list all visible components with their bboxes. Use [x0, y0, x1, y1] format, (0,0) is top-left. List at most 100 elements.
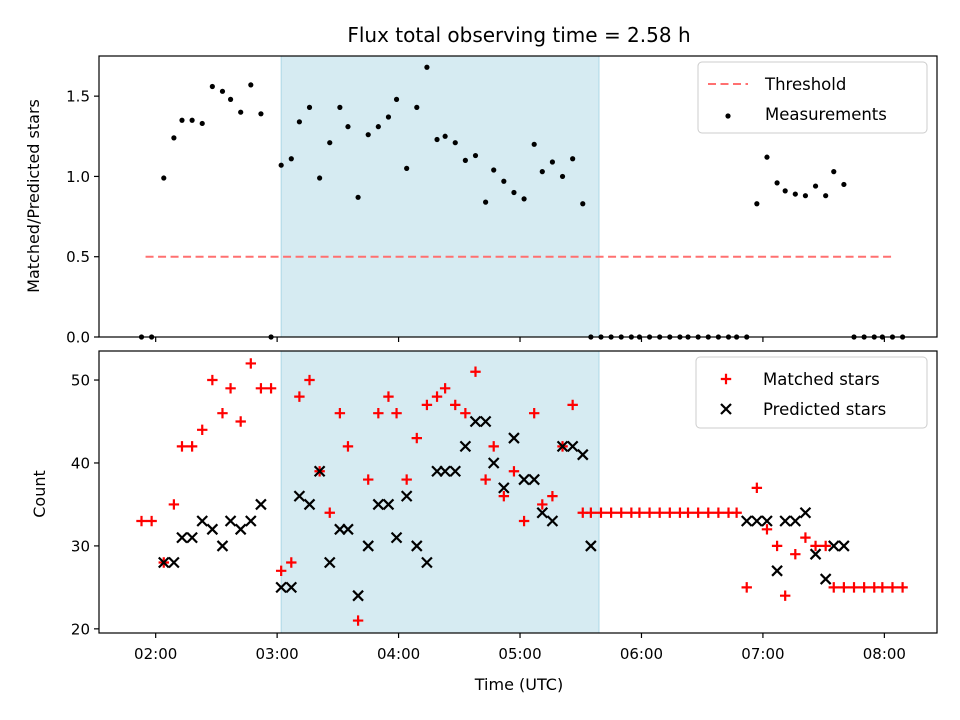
predicted-star-point: [459, 440, 472, 453]
matched-star-point: [373, 408, 384, 419]
top-panel: 0.0 0.5 1.0 1.5: [66, 55, 938, 347]
matched-star-point: [197, 424, 208, 435]
matched-star-point: [146, 515, 157, 527]
predicted-star-point: [546, 515, 559, 527]
measurement-point: [812, 183, 819, 189]
matched-star-point: [820, 540, 831, 552]
measurement-point: [782, 188, 788, 194]
matched-star-point: [176, 441, 188, 452]
matched-star-point: [439, 383, 451, 394]
predicted-star-point: [498, 482, 510, 494]
predicted-star-point: [536, 506, 549, 519]
matched-star-point: [692, 507, 704, 518]
measurement-point: [501, 178, 507, 184]
predicted-star-point: [779, 515, 791, 527]
bottom-x-tick-label: 03:00: [256, 645, 299, 663]
predicted-star-point: [303, 498, 316, 511]
measurement-point: [531, 141, 537, 147]
predicted-star-point: [400, 490, 413, 502]
matched-star-point: [828, 582, 839, 593]
matched-star-point: [897, 582, 908, 593]
matched-star-point: [616, 507, 627, 518]
matched-star-point: [731, 507, 742, 518]
measurement-point: [521, 196, 527, 202]
top-y-axis-label: Matched/Predicted stars: [24, 99, 43, 293]
matched-star-point: [713, 507, 724, 518]
measurement-point: [424, 64, 430, 70]
top-y-tick-label: 1.0: [66, 168, 90, 186]
top-legend: Threshold Measurements: [697, 61, 928, 134]
matched-star-point: [245, 358, 257, 369]
measurement-point: [511, 189, 517, 196]
matched-star-point: [235, 416, 246, 427]
predicted-star-point: [234, 523, 247, 536]
matched-star-point: [470, 366, 481, 377]
predicted-star-point: [576, 448, 589, 461]
predicted-star-point: [827, 540, 840, 552]
chart-title: Flux total observing time = 2.58 h: [347, 23, 690, 47]
measurement-point: [288, 156, 294, 162]
matched-star-point: [401, 474, 412, 485]
measurement-point: [434, 136, 440, 143]
measurement-point: [774, 180, 780, 186]
measurement-point: [442, 133, 448, 139]
measurement-point: [764, 154, 770, 160]
measurement-point: [841, 181, 847, 188]
measurement-point: [258, 111, 264, 117]
predicted-star-point: [323, 556, 336, 569]
matched-star-point: [498, 490, 510, 502]
measurement-point: [238, 109, 244, 115]
predicted-star-point: [157, 556, 170, 569]
bottom-legend-box: [695, 356, 928, 429]
predicted-star-point: [206, 523, 219, 536]
measurement-point: [539, 169, 545, 175]
measurement-point: [375, 124, 381, 130]
predicted-star-point: [566, 440, 579, 453]
matched-star-point: [324, 507, 335, 518]
matched-star-point: [207, 374, 218, 386]
bottom-y-tick-label: 30: [71, 537, 90, 555]
bottom-axes-frame: [98, 350, 938, 634]
legend-predicted-swatch: [720, 403, 732, 415]
matched-star-point: [605, 507, 617, 518]
matched-star-point: [741, 582, 752, 593]
matched-star-point: [790, 549, 801, 560]
measurement-point: [306, 104, 313, 110]
predicted-star-point: [799, 506, 812, 519]
legend-matched-swatch: [720, 373, 732, 385]
measurement-point: [491, 167, 497, 173]
predicted-star-point: [216, 540, 229, 552]
measurement-point: [802, 193, 809, 199]
measurement-point: [462, 157, 468, 163]
matched-star-point: [136, 515, 147, 527]
predicted-star-point: [372, 498, 385, 511]
matched-star-point: [421, 399, 433, 411]
matched-star-point: [810, 540, 821, 552]
top-legend-label: Threshold: [764, 75, 846, 94]
measurement-point: [414, 104, 420, 110]
matched-star-point: [217, 408, 228, 419]
measurement-point: [393, 96, 400, 102]
bottom-legend-label: Matched stars: [763, 370, 880, 389]
matched-star-point: [664, 507, 676, 518]
measurement-point: [199, 120, 205, 127]
predicted-star-point: [411, 540, 423, 552]
matched-star-point: [508, 466, 520, 477]
bottom-x-tick-label: 07:00: [741, 645, 784, 663]
predicted-star-point: [390, 531, 403, 544]
matched-star-point: [431, 391, 443, 402]
measurement-point: [248, 82, 254, 88]
bottom-x-tick-label: 08:00: [863, 645, 906, 663]
predicted-star-point: [196, 515, 209, 527]
measurement-point: [404, 165, 410, 171]
predicted-star-point: [255, 498, 267, 511]
matched-star-point: [383, 391, 394, 402]
matched-star-point: [682, 507, 694, 518]
bottom-x-tick-label: 02:00: [134, 645, 177, 663]
top-highlight-span: [281, 56, 599, 337]
matched-star-point: [334, 408, 346, 419]
matched-star-point: [294, 391, 305, 402]
matched-star-point: [751, 482, 763, 494]
matched-star-point: [460, 408, 471, 419]
